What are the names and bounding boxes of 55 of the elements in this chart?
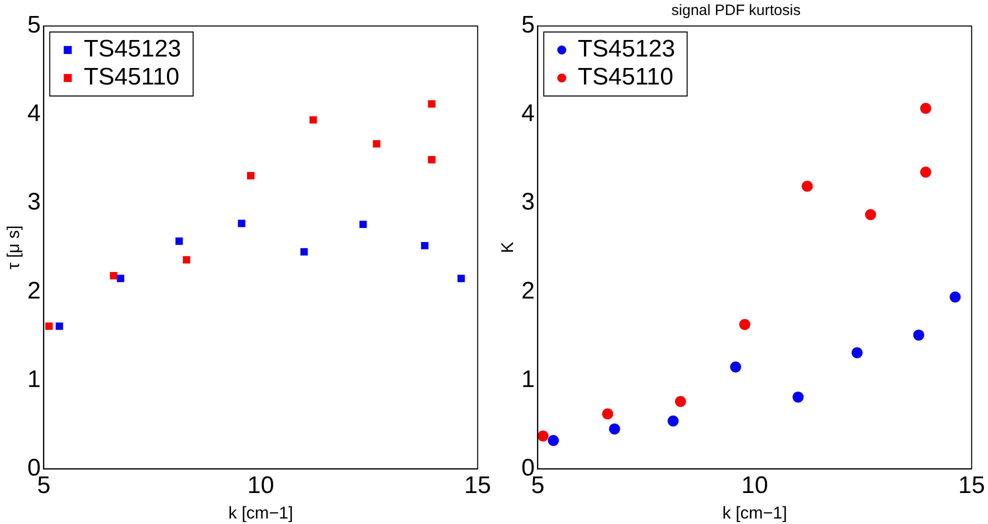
point	[175, 238, 183, 245]
point	[802, 180, 813, 192]
x-tick-label: 10	[741, 472, 768, 499]
point	[792, 392, 804, 403]
y-tick-label: 2	[27, 277, 41, 304]
legend-label: TS45123	[578, 36, 676, 63]
x-tick-label: 15	[958, 472, 986, 499]
point	[182, 256, 190, 264]
point	[359, 220, 367, 228]
y-tick-label: 3	[521, 188, 535, 216]
point	[457, 274, 465, 282]
point	[602, 408, 614, 420]
x-axis-title: k [cm−1]	[722, 503, 788, 522]
point	[920, 166, 932, 178]
y-tick-label: 1	[27, 366, 41, 393]
point	[609, 423, 620, 434]
y-tick-label: 5	[521, 12, 535, 39]
x-tick-label: 10	[247, 472, 274, 499]
point	[920, 102, 932, 114]
point	[300, 248, 308, 256]
point	[913, 330, 924, 341]
x-tick-label: 15	[464, 472, 492, 499]
point	[116, 274, 124, 282]
point	[538, 430, 548, 442]
point	[865, 209, 876, 220]
y-tick-label: 3	[27, 188, 41, 216]
point	[372, 140, 380, 148]
point	[428, 100, 436, 108]
y-tick-label: 5	[27, 12, 41, 39]
point	[675, 396, 686, 407]
y-axis-title: τ [μ s]	[4, 225, 23, 270]
point	[56, 322, 64, 330]
point	[950, 291, 961, 302]
point	[739, 318, 750, 330]
point	[45, 322, 53, 330]
point	[548, 434, 559, 446]
point	[110, 272, 118, 280]
point	[428, 156, 436, 164]
point	[730, 361, 742, 372]
y-tick-label: 4	[521, 100, 535, 128]
point	[852, 347, 863, 358]
point	[238, 220, 246, 228]
chart-title: signal PDF kurtosis	[671, 2, 801, 20]
y-tick-label: 2	[521, 277, 535, 304]
point	[421, 242, 428, 250]
legend-label: TS45123	[84, 36, 182, 63]
legend-label: TS45110	[578, 64, 674, 91]
point	[310, 116, 317, 124]
y-tick-label: 1	[521, 366, 535, 393]
point	[247, 172, 254, 180]
x-axis-title: k [cm−1]	[228, 503, 294, 522]
legend-label: TS45110	[84, 64, 180, 91]
y-axis-title: K	[498, 241, 517, 254]
y-tick-label: 4	[27, 100, 41, 128]
point	[668, 415, 679, 426]
